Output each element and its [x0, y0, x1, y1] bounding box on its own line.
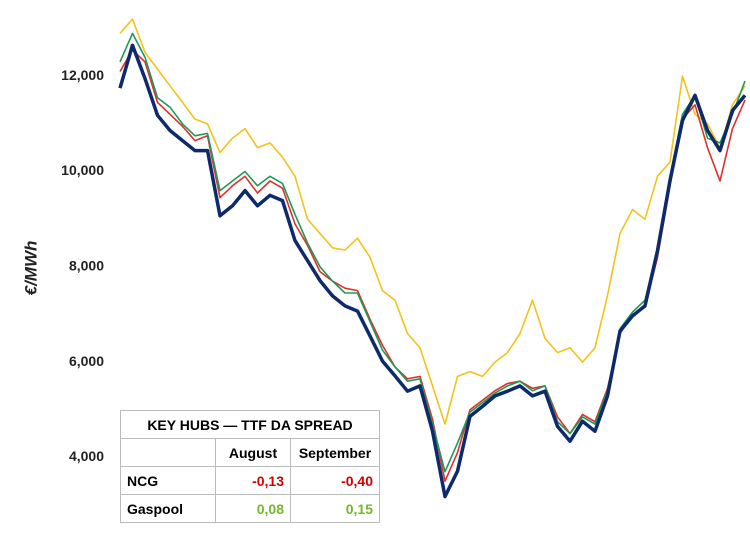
- table-title: KEY HUBS — TTF DA SPREAD: [120, 410, 380, 439]
- hub-name: Gaspool: [120, 494, 216, 523]
- spread-value: 0,08: [215, 494, 291, 523]
- price-line: [119, 18, 746, 425]
- y-tick-label: 4,000: [69, 448, 104, 464]
- table-corner: [120, 438, 216, 467]
- price-line: [119, 32, 746, 473]
- y-axis-label: €/MWh: [21, 241, 40, 296]
- y-tick-label: 6,000: [69, 353, 104, 369]
- column-header: September: [290, 438, 380, 467]
- table-row: NCG -0,13 -0,40: [120, 466, 380, 495]
- y-tick-label: 12,000: [61, 67, 104, 83]
- table-row: Gaspool 0,08 0,15: [120, 494, 380, 523]
- spread-table: KEY HUBS — TTF DA SPREAD August Septembe…: [120, 410, 380, 523]
- spread-value: 0,15: [290, 494, 380, 523]
- price-line: [118, 43, 747, 499]
- spread-value: -0,40: [290, 466, 380, 495]
- hub-name: NCG: [120, 466, 216, 495]
- y-tick-label: 8,000: [69, 258, 104, 274]
- y-tick-label: 10,000: [61, 162, 104, 178]
- column-header: August: [215, 438, 291, 467]
- spread-value: -0,13: [215, 466, 291, 495]
